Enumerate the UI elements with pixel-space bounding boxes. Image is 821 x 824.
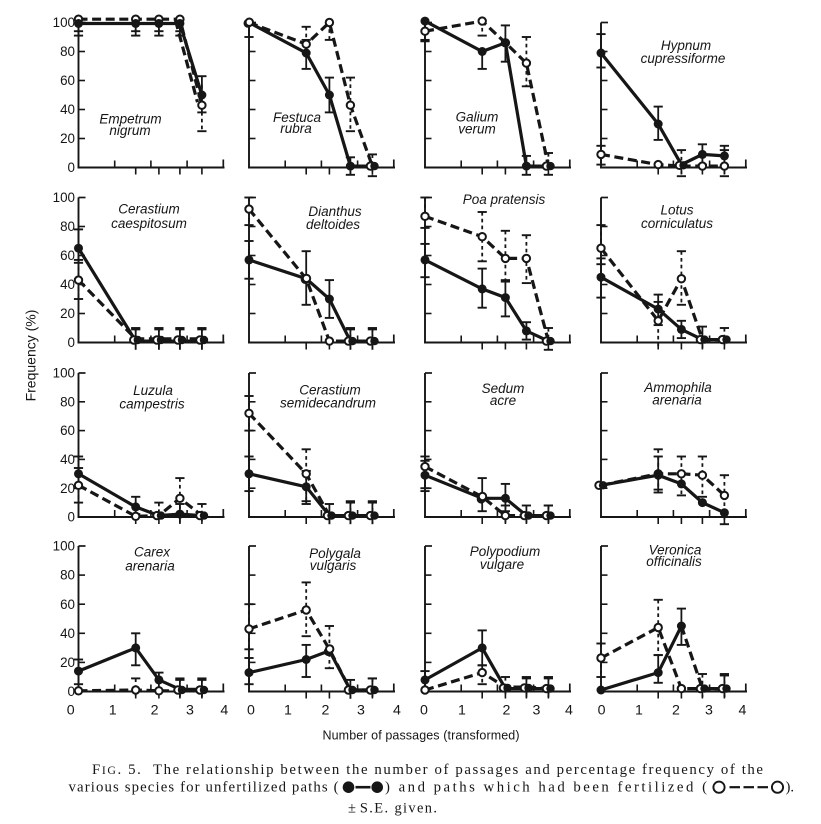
svg-text:4: 4: [739, 703, 747, 719]
svg-text:60: 60: [60, 423, 75, 438]
svg-text:2: 2: [151, 703, 159, 719]
svg-text:4: 4: [565, 703, 573, 719]
svg-text:cupressiforme: cupressiforme: [641, 51, 726, 66]
svg-text:rubra: rubra: [280, 121, 312, 136]
svg-text:0: 0: [68, 160, 75, 175]
svg-text:100: 100: [53, 366, 75, 381]
svg-text:40: 40: [60, 452, 75, 467]
svg-text:0: 0: [68, 510, 75, 525]
svg-text:Polypodium: Polypodium: [470, 544, 541, 559]
svg-text:20: 20: [60, 655, 75, 670]
svg-text:2: 2: [672, 703, 680, 719]
svg-text:Ammophila: Ammophila: [643, 380, 712, 395]
svg-text:Veronica: Veronica: [649, 543, 702, 558]
svg-text:Empetrum: Empetrum: [99, 112, 161, 127]
svg-text:± S.E. given.: ± S.E. given.: [348, 801, 437, 817]
svg-text:vulgaris: vulgaris: [310, 558, 357, 573]
svg-text:40: 40: [60, 626, 75, 641]
svg-text:Number of passages (transforme: Number of passages (transformed): [323, 729, 520, 743]
svg-text:0: 0: [598, 703, 606, 719]
svg-text:100: 100: [53, 15, 75, 30]
svg-text:Lotus: Lotus: [660, 203, 693, 218]
svg-text:Dianthus: Dianthus: [308, 204, 362, 219]
svg-text:40: 40: [60, 102, 75, 117]
svg-text:vulgare: vulgare: [480, 557, 524, 572]
svg-text:20: 20: [60, 481, 75, 496]
svg-text:corniculatus: corniculatus: [641, 216, 713, 231]
svg-text:Hypnum: Hypnum: [661, 38, 711, 53]
svg-text:3: 3: [533, 703, 541, 719]
svg-text:1: 1: [635, 703, 643, 719]
svg-text:Frequency (%): Frequency (%): [23, 310, 39, 402]
svg-text:caespitosum: caespitosum: [111, 216, 187, 231]
svg-text:3: 3: [186, 703, 194, 719]
svg-text:Galium: Galium: [456, 110, 499, 125]
svg-text:various species for unfertiliz: various species for unfertilized paths (: [69, 780, 339, 796]
svg-text:Luzula: Luzula: [133, 383, 173, 398]
svg-text:1: 1: [284, 703, 292, 719]
svg-text:100: 100: [53, 190, 75, 205]
svg-text:80: 80: [60, 219, 75, 234]
svg-text:100: 100: [53, 539, 75, 554]
svg-text:0: 0: [68, 684, 75, 699]
svg-text:0: 0: [67, 703, 75, 719]
svg-text:2: 2: [322, 703, 330, 719]
svg-text:nigrum: nigrum: [109, 123, 150, 138]
svg-text:60: 60: [60, 248, 75, 263]
svg-text:acre: acre: [490, 393, 516, 408]
svg-text:Festuca: Festuca: [273, 110, 322, 125]
svg-text:60: 60: [60, 597, 75, 612]
svg-text:20: 20: [60, 131, 75, 146]
svg-text:Polygala: Polygala: [309, 546, 361, 561]
svg-text:verum: verum: [458, 122, 496, 137]
svg-text:2: 2: [503, 703, 511, 719]
svg-text:).: ).: [786, 780, 795, 796]
svg-text:0: 0: [420, 703, 428, 719]
svg-text:Cerastium: Cerastium: [118, 202, 180, 217]
svg-text:semidecandrum: semidecandrum: [280, 396, 376, 411]
svg-text:4: 4: [393, 703, 401, 719]
svg-text:1: 1: [109, 703, 117, 719]
svg-text:20: 20: [60, 306, 75, 321]
svg-text:Poa pratensis: Poa pratensis: [463, 192, 546, 207]
svg-text:Cerastium: Cerastium: [299, 383, 361, 398]
svg-text:0: 0: [68, 335, 75, 350]
svg-text:Sedum: Sedum: [482, 381, 525, 396]
svg-text:campestris: campestris: [119, 397, 185, 412]
svg-text:4: 4: [220, 703, 228, 719]
svg-text:officinalis: officinalis: [646, 554, 702, 569]
svg-text:deltoides: deltoides: [306, 217, 360, 232]
svg-text:3: 3: [705, 703, 713, 719]
svg-text:40: 40: [60, 277, 75, 292]
svg-text:1: 1: [458, 703, 466, 719]
svg-text:0: 0: [247, 703, 255, 719]
svg-text:3: 3: [357, 703, 365, 719]
svg-text:Carex: Carex: [134, 545, 171, 560]
svg-text:60: 60: [60, 73, 75, 88]
svg-text:arenaria: arenaria: [125, 559, 175, 574]
svg-text:arenaria: arenaria: [652, 393, 702, 408]
svg-text:80: 80: [60, 44, 75, 59]
svg-text:80: 80: [60, 568, 75, 583]
svg-text:80: 80: [60, 394, 75, 409]
